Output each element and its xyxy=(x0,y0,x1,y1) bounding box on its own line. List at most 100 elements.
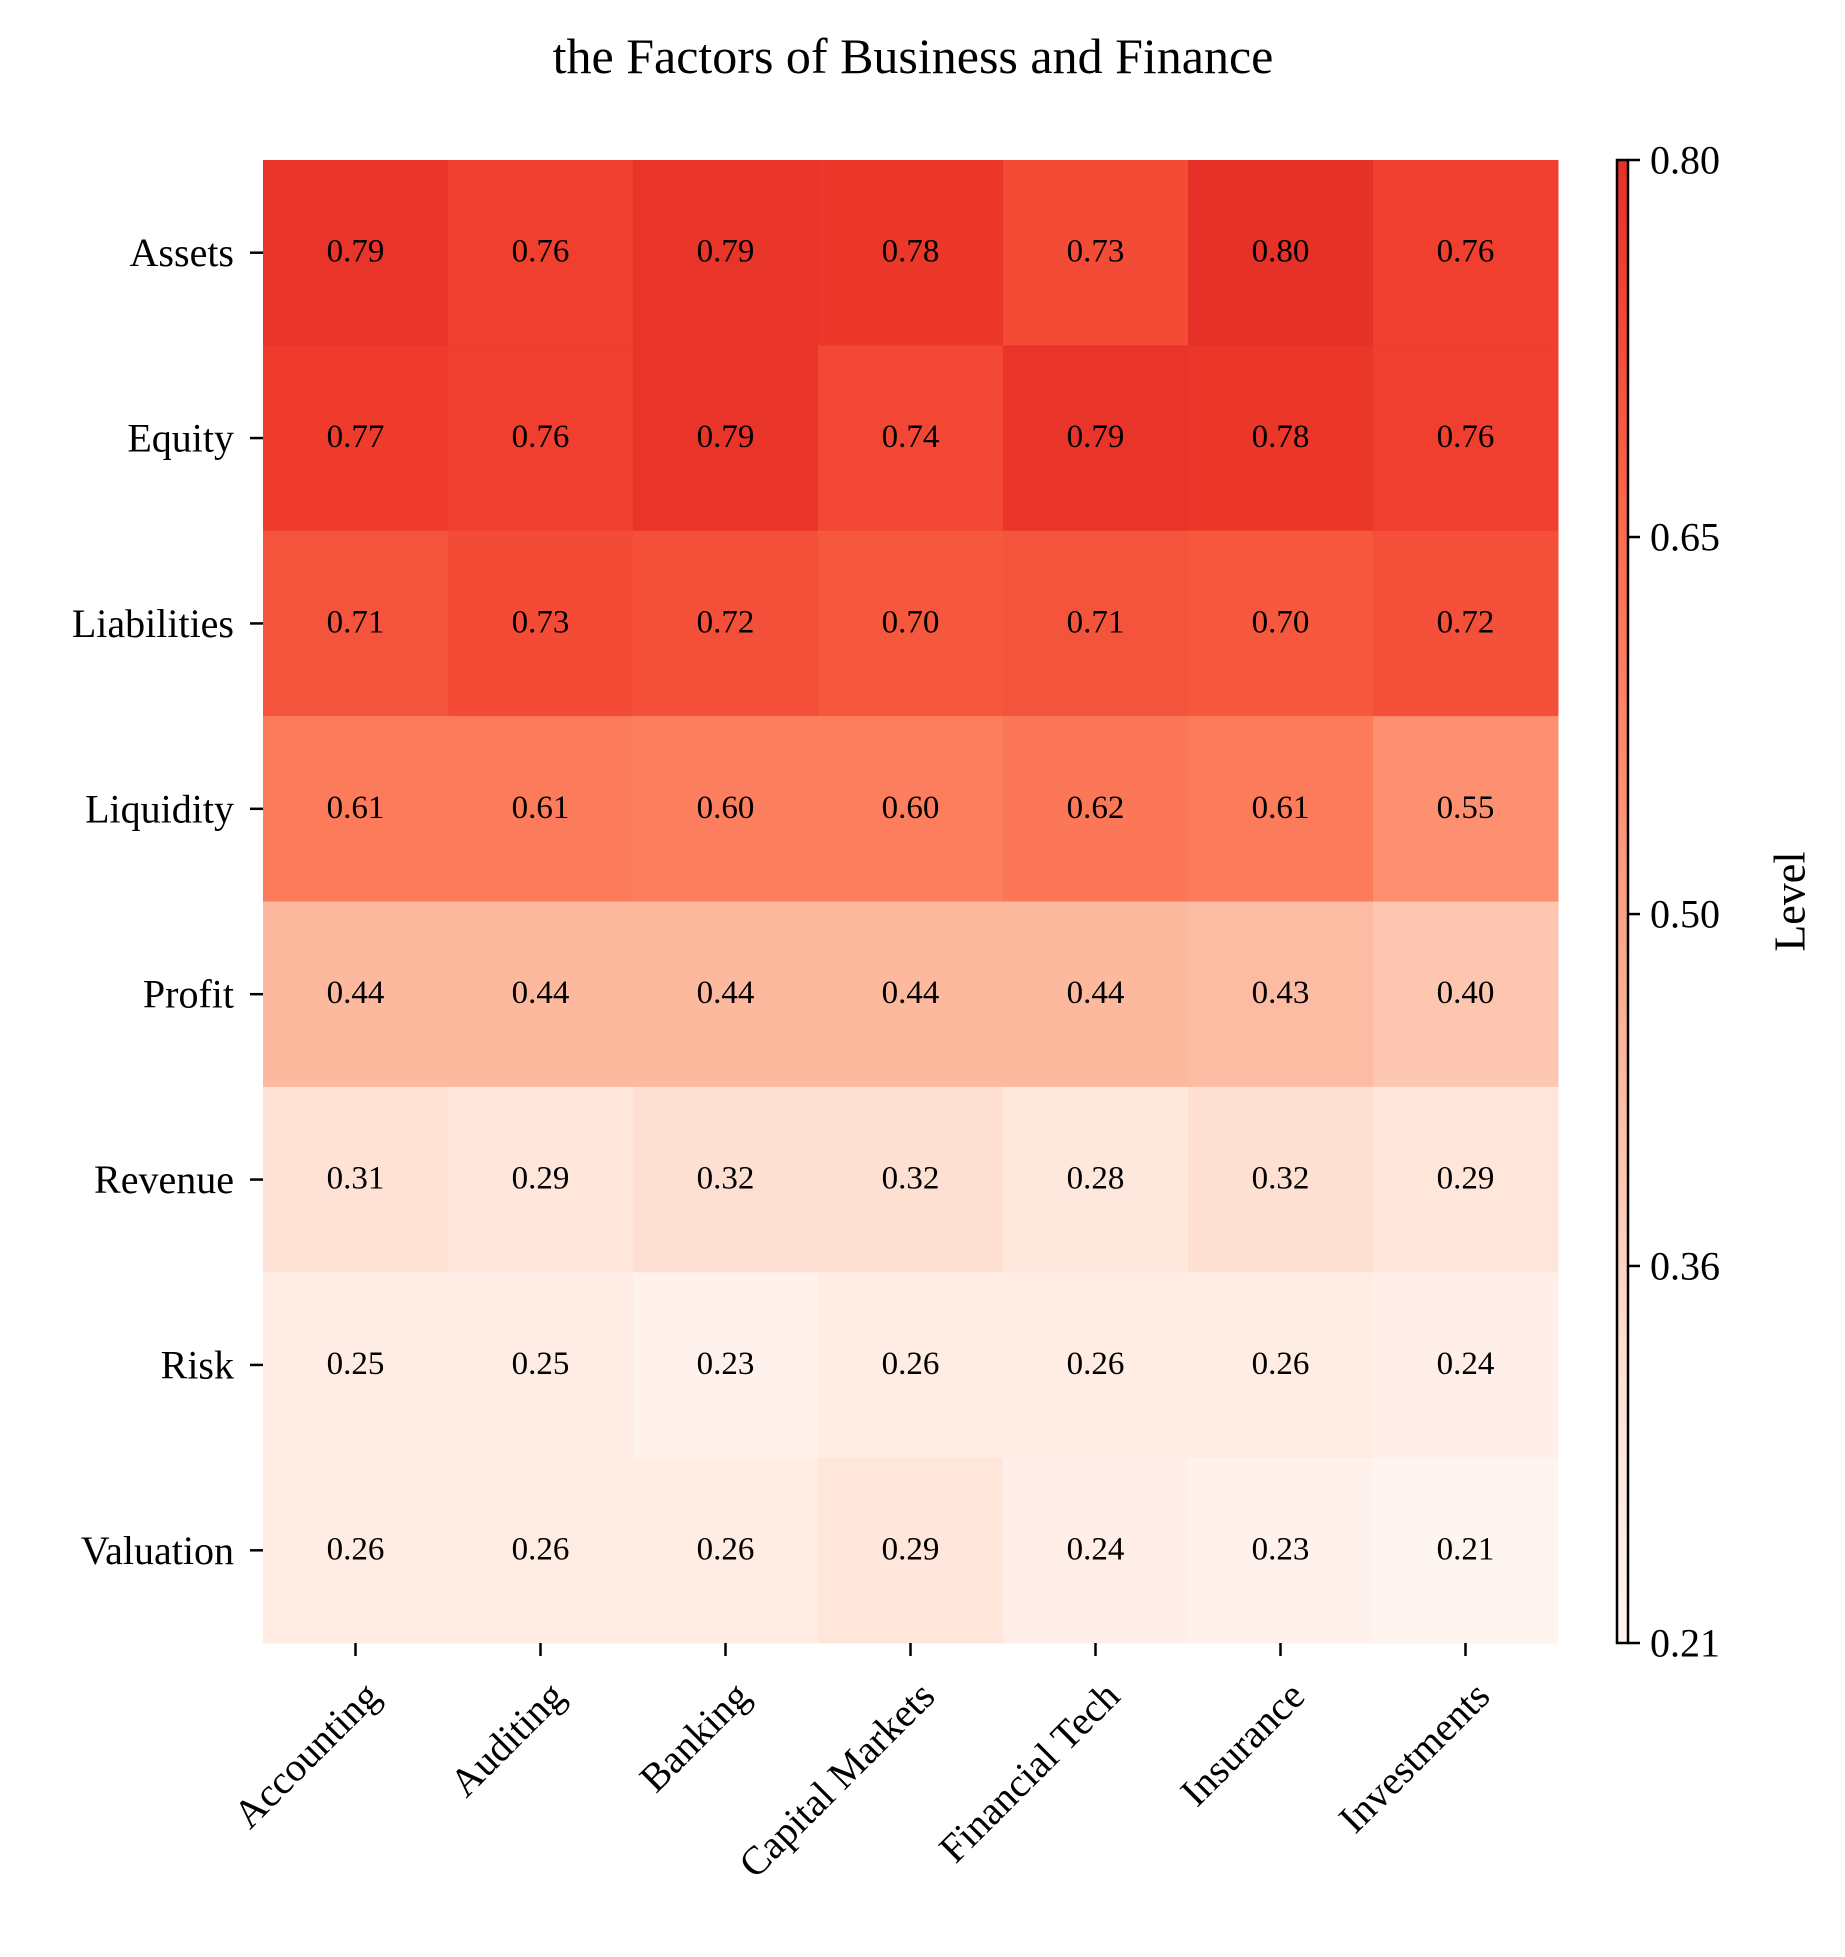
cell-value-label: 0.43 xyxy=(1252,975,1310,1011)
cell-value-label: 0.55 xyxy=(1437,790,1495,826)
heatmap-cell xyxy=(818,901,1004,1088)
cell-value-label: 0.73 xyxy=(1067,234,1125,270)
cell-value-label: 0.70 xyxy=(1252,604,1310,640)
cell-value-label: 0.25 xyxy=(327,1346,385,1382)
x-tick-label: Capital Markets xyxy=(730,1673,943,1886)
cell-value-label: 0.26 xyxy=(882,1346,940,1382)
cell-value-label: 0.25 xyxy=(512,1346,570,1382)
colorbar: 0.21 0.36 0.50 0.65 0.80 Level xyxy=(1615,138,1815,1666)
heatmap-cell xyxy=(263,901,449,1088)
colorbar-tick-label: 0.65 xyxy=(1650,515,1720,560)
heatmap-cell xyxy=(1188,160,1374,346)
heatmap-cell xyxy=(448,901,634,1088)
heatmap-cell xyxy=(1373,160,1559,346)
heatmap-cell xyxy=(1003,1086,1189,1273)
y-tick-label: Liabilities xyxy=(72,601,234,646)
cell-value-label: 0.24 xyxy=(1437,1346,1495,1382)
cell-value-label: 0.71 xyxy=(1067,604,1125,640)
colorbar-label: Level xyxy=(1766,851,1815,951)
cell-value-label: 0.29 xyxy=(1437,1161,1495,1197)
heatmap-cell xyxy=(1003,1457,1189,1644)
heatmap-cell xyxy=(633,1457,819,1644)
cell-value-label: 0.61 xyxy=(1252,790,1310,826)
x-tick-label: Accounting xyxy=(224,1673,388,1837)
cell-value-label: 0.44 xyxy=(327,975,385,1011)
heatmap-cell xyxy=(633,1086,819,1273)
x-tick-label: Insurance xyxy=(1171,1673,1313,1815)
heatmap-cell xyxy=(1373,1457,1559,1644)
heatmap-cell xyxy=(633,345,819,532)
cell-value-label: 0.61 xyxy=(327,790,385,826)
cell-value-label: 0.44 xyxy=(697,975,755,1011)
heatmap-cell xyxy=(818,1272,1004,1459)
cell-value-label: 0.26 xyxy=(1252,1346,1310,1382)
heatmap-cell xyxy=(633,1272,819,1459)
cell-value-label: 0.77 xyxy=(327,419,385,455)
colorbar-tick-label: 0.36 xyxy=(1650,1243,1720,1288)
cell-value-label: 0.72 xyxy=(697,604,755,640)
heatmap-cell xyxy=(263,530,449,717)
heatmap-cells xyxy=(263,160,1559,1644)
heatmap-cell xyxy=(633,530,819,717)
cell-value-label: 0.76 xyxy=(512,419,570,455)
heatmap-cell xyxy=(1373,1272,1559,1459)
heatmap-cell xyxy=(1373,345,1559,532)
cell-value-label: 0.78 xyxy=(882,234,940,270)
heatmap-cell xyxy=(1373,1086,1559,1273)
heatmap-cell xyxy=(448,716,634,902)
cell-value-label: 0.32 xyxy=(697,1161,755,1197)
heatmap-cell xyxy=(818,1457,1004,1644)
heatmap-cell xyxy=(1188,1457,1374,1644)
heatmap-cell xyxy=(1003,901,1189,1088)
cell-value-label: 0.24 xyxy=(1067,1531,1125,1567)
heatmap-cell xyxy=(1373,901,1559,1088)
cell-value-label: 0.44 xyxy=(1067,975,1125,1011)
cell-value-label: 0.44 xyxy=(882,975,940,1011)
cell-value-label: 0.26 xyxy=(327,1531,385,1567)
y-tick-label: Profit xyxy=(143,972,234,1017)
colorbar-tick-label: 0.50 xyxy=(1650,892,1720,937)
cell-value-label: 0.76 xyxy=(1437,234,1495,270)
heatmap-cell xyxy=(1188,716,1374,902)
y-axis: Assets Equity Liabilities Liquidity Profit Re… xyxy=(72,230,263,1573)
cell-value-label: 0.79 xyxy=(1067,419,1125,455)
colorbar-gradient xyxy=(1615,158,1630,1645)
heatmap-cell xyxy=(448,1457,634,1644)
y-tick-label: Equity xyxy=(127,416,234,461)
cell-value-label: 0.76 xyxy=(1437,419,1495,455)
heatmap-cell xyxy=(1003,1272,1189,1459)
cell-value-label: 0.60 xyxy=(882,790,940,826)
heatmap-cell xyxy=(818,530,1004,717)
heatmap-cell xyxy=(1003,160,1189,346)
heatmap-cell xyxy=(1188,1086,1374,1273)
y-tick-label: Valuation xyxy=(81,1528,234,1573)
chart-title: the Factors of Business and Finance xyxy=(553,28,1274,84)
heatmap-cell xyxy=(633,901,819,1088)
x-tick-label: Auditing xyxy=(441,1673,573,1805)
cell-value-label: 0.70 xyxy=(882,604,940,640)
heatmap-cell xyxy=(263,1272,449,1459)
heatmap-cell xyxy=(818,1086,1004,1273)
cell-value-label: 0.21 xyxy=(1437,1531,1495,1567)
heatmap-cell xyxy=(1188,345,1374,532)
heatmap-cell xyxy=(1003,530,1189,717)
x-tick-label: Investments xyxy=(1330,1673,1499,1842)
cell-value-label: 0.29 xyxy=(882,1531,940,1567)
heatmap-cell xyxy=(263,160,449,346)
heatmap-cell xyxy=(633,716,819,902)
heatmap-cell xyxy=(448,1086,634,1273)
heatmap-cell xyxy=(818,345,1004,532)
heatmap-cell xyxy=(448,530,634,717)
heatmap-cell-labels: 0.79 0.76 0.79 0.78 0.73 0.80 0.76 0.77 0.76 0.79… xyxy=(327,234,1495,1568)
heatmap-cell xyxy=(263,1086,449,1273)
cell-value-label: 0.74 xyxy=(882,419,940,455)
cell-value-label: 0.31 xyxy=(327,1161,385,1197)
heatmap-cell xyxy=(1188,1272,1374,1459)
heatmap-cell xyxy=(263,345,449,532)
y-tick-label: Assets xyxy=(130,230,234,275)
cell-value-label: 0.79 xyxy=(697,419,755,455)
heatmap-cell xyxy=(448,160,634,346)
y-tick-label: Liquidity xyxy=(85,786,234,831)
